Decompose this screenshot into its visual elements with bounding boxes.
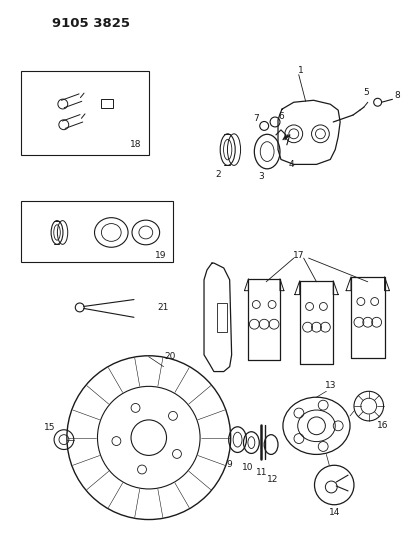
Text: 11: 11 (256, 467, 267, 477)
Text: 9: 9 (227, 460, 233, 469)
Bar (102, 99, 113, 108)
Text: 4: 4 (289, 160, 295, 169)
Bar (21, 71, 149, 155)
Text: 17: 17 (293, 251, 305, 260)
Bar (21, 201, 173, 262)
Text: 6: 6 (278, 111, 284, 120)
Text: 18: 18 (130, 140, 142, 149)
Text: 5: 5 (363, 88, 369, 97)
Text: 20: 20 (165, 352, 176, 361)
Text: 2: 2 (215, 170, 221, 179)
Text: 16: 16 (377, 421, 388, 430)
Text: 3: 3 (259, 172, 264, 181)
Text: 14: 14 (328, 508, 340, 517)
Text: 13: 13 (325, 381, 336, 390)
Bar (217, 303, 227, 332)
Text: 1: 1 (298, 66, 304, 75)
Text: 21: 21 (157, 303, 168, 312)
Text: 15: 15 (44, 423, 56, 432)
Text: 7: 7 (254, 114, 259, 123)
Text: 10: 10 (242, 463, 253, 472)
Text: 9105 3825: 9105 3825 (52, 18, 130, 30)
Text: 8: 8 (395, 91, 400, 100)
Text: 19: 19 (155, 251, 166, 260)
Text: 12: 12 (268, 474, 279, 483)
